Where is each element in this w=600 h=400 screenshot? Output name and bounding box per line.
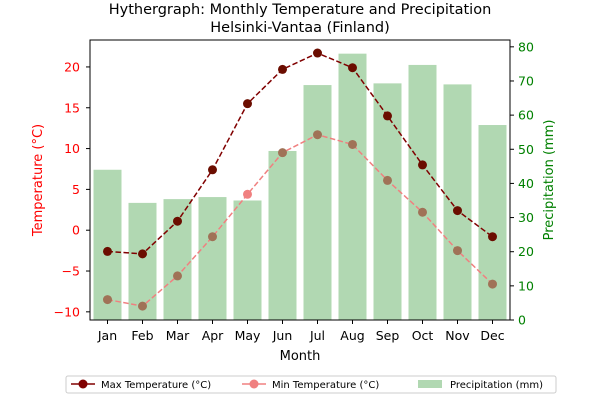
legend-max-marker — [78, 379, 88, 389]
legend-min-label: Min Temperature (°C) — [272, 380, 379, 391]
x-axis: Jan Feb Mar Apr May Jun Jul Aug Sep Oct Nov Dec — [97, 320, 505, 343]
min-temp-point-apr — [208, 232, 217, 242]
max-temperature-series — [103, 48, 497, 259]
right-tick-label: 80 — [518, 39, 534, 54]
min-temp-point-jan — [103, 295, 112, 305]
max-temp-point-may — [243, 99, 252, 109]
max-temp-point-oct — [418, 160, 427, 170]
min-temp-point-aug — [348, 139, 357, 149]
min-temp-point-jul — [313, 130, 322, 140]
min-temp-point-feb — [138, 301, 147, 311]
left-tick-label: −10 — [54, 304, 80, 319]
min-temp-point-nov — [453, 246, 462, 256]
x-tick-label-mar: Mar — [166, 328, 190, 343]
right-y-axis: 0 10 20 30 40 50 60 70 80 — [510, 39, 534, 328]
precip-bar-aug — [338, 53, 367, 320]
max-temp-point-mar — [173, 216, 182, 226]
max-temp-point-jul — [313, 48, 322, 58]
right-tick-label: 60 — [518, 108, 534, 123]
max-temp-point-nov — [453, 206, 462, 216]
left-tick-label: 15 — [64, 100, 80, 115]
min-temp-point-sep — [383, 175, 392, 185]
right-tick-label: 30 — [518, 210, 534, 225]
x-tick-label-may: May — [235, 328, 261, 343]
min-temp-point-may — [243, 189, 252, 199]
precip-bar-apr — [198, 197, 227, 320]
right-tick-label: 0 — [518, 313, 526, 328]
right-tick-label: 70 — [518, 73, 534, 88]
left-tick-label: 5 — [72, 182, 80, 197]
precip-bar-sep — [373, 83, 402, 321]
chart-title: Hythergraph: Monthly Temperature and Pre… — [109, 2, 492, 18]
max-temp-point-aug — [348, 63, 357, 73]
x-tick-label-nov: Nov — [445, 328, 470, 343]
plot-frame — [89, 39, 511, 321]
max-temp-point-jun — [278, 64, 287, 74]
max-temp-point-sep — [383, 111, 392, 121]
max-temp-point-dec — [488, 232, 497, 242]
precip-bar-feb — [128, 202, 157, 320]
left-tick-label: 20 — [64, 59, 80, 74]
precipitation-bars — [93, 53, 507, 321]
precip-bar-jun — [268, 150, 297, 320]
left-y-axis: −10 −5 0 5 10 15 20 — [54, 59, 90, 319]
precip-bar-oct — [408, 64, 437, 321]
min-temp-line — [107, 133, 494, 307]
x-tick-label-aug: Aug — [340, 328, 364, 343]
precip-bar-nov — [443, 84, 472, 320]
legend-precip-label: Precipitation (mm) — [450, 380, 543, 391]
left-axis-label: Temperature (°C) — [31, 124, 46, 237]
min-temp-point-jun — [278, 148, 287, 158]
x-tick-label-feb: Feb — [131, 328, 153, 343]
min-temp-point-mar — [173, 271, 182, 281]
min-temp-point-dec — [488, 279, 497, 289]
precip-bar-jan — [93, 169, 122, 320]
legend-min-marker — [249, 379, 259, 389]
x-tick-label-sep: Sep — [376, 328, 400, 343]
min-temp-point-oct — [418, 207, 427, 217]
max-temp-point-feb — [138, 249, 147, 259]
x-tick-label-jan: Jan — [97, 328, 117, 343]
right-tick-label: 20 — [518, 244, 534, 259]
right-tick-label: 50 — [518, 142, 534, 157]
precip-bar-jul — [303, 85, 332, 320]
x-tick-label-dec: Dec — [480, 328, 504, 343]
x-tick-label-oct: Oct — [412, 328, 434, 343]
max-temp-point-apr — [208, 165, 217, 175]
precip-bar-may — [233, 200, 262, 320]
precip-bar-dec — [478, 125, 507, 321]
left-tick-label: 10 — [64, 141, 80, 156]
max-temp-point-jan — [103, 246, 112, 256]
x-tick-label-jun: Jun — [272, 328, 293, 343]
legend-max-label: Max Temperature (°C) — [101, 380, 211, 391]
right-tick-label: 10 — [518, 278, 534, 293]
legend: Max Temperature (°C) Min Temperature (°C… — [65, 375, 557, 394]
x-tick-label-apr: Apr — [202, 328, 224, 343]
x-tick-label-jul: Jul — [309, 328, 325, 343]
legend-precip-swatch — [418, 380, 442, 388]
x-axis-label: Month — [280, 349, 321, 364]
left-tick-label: 0 — [72, 223, 80, 238]
min-temperature-series — [103, 130, 497, 311]
chart-subtitle: Helsinki-Vantaa (Finland) — [210, 20, 390, 36]
right-tick-label: 40 — [518, 176, 534, 191]
max-temp-line — [107, 52, 493, 255]
left-tick-label: −5 — [62, 264, 80, 279]
right-axis-label: Precipitation (mm) — [542, 120, 557, 241]
